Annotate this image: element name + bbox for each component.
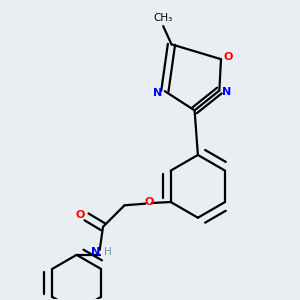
Text: O: O (145, 197, 154, 207)
Text: N: N (153, 88, 162, 98)
Text: N: N (222, 87, 231, 97)
Text: H: H (104, 247, 112, 256)
Text: O: O (224, 52, 233, 61)
Text: CH₃: CH₃ (154, 13, 173, 23)
Text: O: O (76, 210, 85, 220)
Text: N: N (91, 247, 101, 256)
